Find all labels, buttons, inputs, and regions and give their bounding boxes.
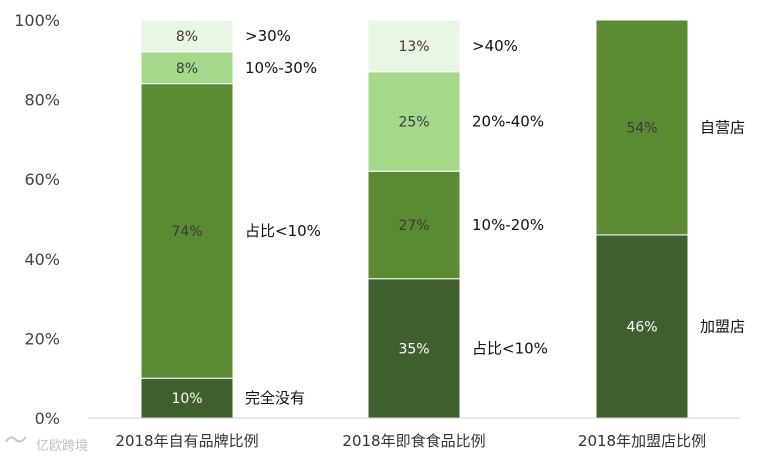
y-tick-label: 0%: [35, 409, 60, 428]
segment-value-label: 35%: [398, 341, 429, 357]
x-category-label: 2018年加盟店比例: [578, 432, 706, 450]
segment-value-label: 10%: [171, 391, 202, 407]
x-category-label: 2018年自有品牌比例: [115, 432, 258, 450]
segment-value-label: 25%: [398, 114, 429, 130]
watermark: 亿欧跨境: [5, 436, 88, 454]
segment-category-label: 占比<10%: [472, 339, 548, 357]
watermark-text: 亿欧跨境: [36, 439, 88, 454]
bar-segment: [367, 170, 461, 280]
segment-value-label: 54%: [626, 120, 657, 136]
y-tick-label: 40%: [24, 250, 60, 269]
segment-category-label: 10%-30%: [245, 59, 317, 77]
bars: 10% 完全没有 74% 占比<10% 8% 10%-30% 8% >30% 35% 占比<10%…: [140, 19, 745, 419]
bar-segment: [367, 278, 461, 419]
segment-value-label: 13%: [398, 39, 429, 55]
segment-category-label: 占比<10%: [245, 222, 321, 240]
bar-segment: [367, 71, 461, 172]
segment-value-label: 8%: [176, 29, 198, 45]
segment-category-label: >40%: [472, 37, 518, 55]
segment-value-label: 74%: [171, 224, 202, 240]
segment-category-label: 完全没有: [245, 389, 305, 407]
x-category-label: 2018年即食食品比例: [342, 432, 485, 450]
y-axis: 0% 20% 40% 60% 80% 100%: [14, 11, 60, 428]
bar-segment: [140, 19, 234, 53]
segment-value-label: 8%: [176, 61, 198, 77]
bar-segment: [367, 19, 461, 73]
bar-segment: [140, 377, 234, 419]
x-axis: 2018年自有品牌比例 2018年即食食品比例 2018年加盟店比例: [115, 432, 706, 450]
segment-category-label: >30%: [245, 27, 291, 45]
y-tick-label: 60%: [24, 170, 60, 189]
watermark-logo-icon: [5, 436, 27, 443]
segment-category-label: 自营店: [700, 118, 745, 136]
bar-segment: [140, 83, 234, 379]
segment-category-label: 20%-40%: [472, 112, 544, 130]
segment-category-label: 10%-20%: [472, 216, 544, 234]
y-tick-label: 80%: [24, 91, 60, 110]
bar-segment: [595, 19, 689, 236]
y-tick-label: 20%: [24, 329, 60, 348]
y-tick-label: 100%: [14, 11, 60, 30]
segment-value-label: 46%: [626, 319, 657, 335]
segment-category-label: 加盟店: [700, 317, 745, 335]
segment-value-label: 27%: [398, 218, 429, 234]
